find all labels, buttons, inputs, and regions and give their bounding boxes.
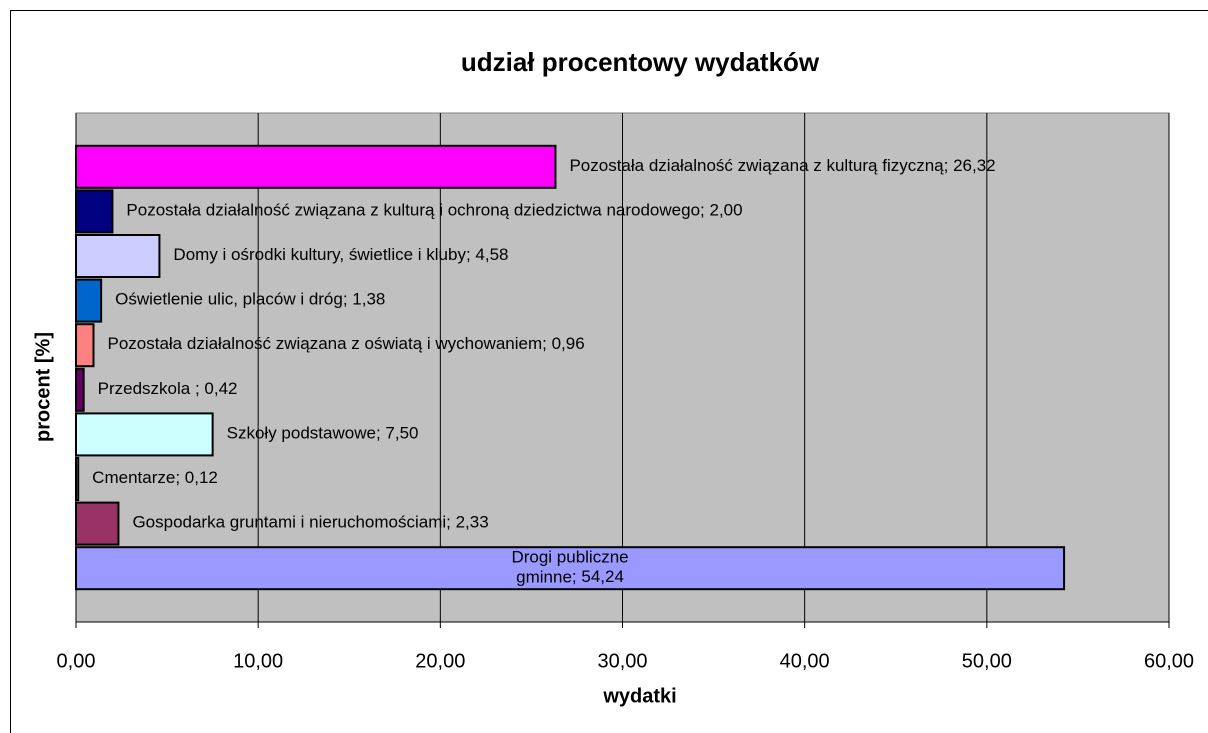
data-label-category: Gospodarka gruntami i nieruchomościami	[132, 513, 446, 532]
data-label: gminne; 54,24	[516, 568, 624, 587]
x-axis-label: wydatki	[602, 685, 676, 707]
data-label-value: 54,24	[581, 568, 624, 587]
data-label-separator: ;	[446, 513, 455, 532]
bar	[75, 144, 557, 189]
x-tick-label: 60,00	[1144, 650, 1194, 672]
data-label: Przedszkola ; 0,42	[98, 379, 238, 398]
data-label-category: Pozostała działalność związana z oświatą…	[107, 335, 542, 354]
data-label-value: 0,42	[204, 379, 237, 398]
x-tick-label: 30,00	[597, 650, 647, 672]
bar	[75, 546, 1066, 591]
data-label-separator: ;	[195, 379, 204, 398]
data-label-separator: ;	[343, 290, 352, 309]
data-label: Cmentarze; 0,12	[92, 468, 218, 487]
data-label: Drogi publiczne	[511, 548, 628, 567]
data-label-value: 0,12	[185, 468, 218, 487]
data-label-category: Oświetlenie ulic, placów i dróg	[115, 290, 343, 309]
bar	[75, 278, 103, 323]
data-label-separator: ;	[376, 424, 385, 443]
bar	[75, 367, 85, 412]
data-label-separator: ;	[466, 245, 475, 264]
data-label-category: Pozostała działalność związana z kulturą…	[126, 201, 700, 220]
data-label-separator: ;	[542, 335, 551, 354]
data-label-separator: ;	[944, 156, 953, 175]
data-label-value: 1,38	[352, 290, 385, 309]
data-label-value: 2,33	[456, 513, 489, 532]
data-label: Gospodarka gruntami i nieruchomościami; …	[132, 513, 488, 532]
y-axis-label: procent [%]	[32, 332, 54, 442]
data-label: Domy i ośrodki kultury, świetlice i klub…	[173, 245, 508, 264]
bar	[75, 323, 95, 368]
bar	[75, 501, 120, 546]
data-label-value: 2,00	[709, 201, 742, 220]
data-label-separator: ;	[700, 201, 709, 220]
bar	[75, 189, 114, 234]
data-label-separator: ;	[572, 568, 581, 587]
data-label-category: Pozostała działalność związana z kulturą…	[569, 156, 944, 175]
data-label: Pozostała działalność związana z kulturą…	[569, 156, 995, 175]
x-tick-label: 0,00	[57, 650, 96, 672]
x-tick-label: 10,00	[233, 650, 283, 672]
data-label: Pozostała działalność związana z kulturą…	[126, 201, 742, 220]
data-label-category: Domy i ośrodki kultury, świetlice i klub…	[173, 245, 466, 264]
data-label: Pozostała działalność związana z oświatą…	[107, 335, 584, 354]
data-label-value: 26,32	[953, 156, 996, 175]
bar	[75, 457, 80, 501]
data-label-category: Szkoły podstawowe	[227, 424, 376, 443]
bar	[75, 234, 161, 278]
bar	[75, 412, 214, 457]
data-label-value: 4,58	[475, 245, 508, 264]
data-label: Oświetlenie ulic, placów i dróg; 1,38	[115, 290, 385, 309]
x-tick-label: 40,00	[780, 650, 830, 672]
x-tick-label: 50,00	[962, 650, 1012, 672]
data-label-value: 0,96	[552, 335, 585, 354]
data-label-value: 7,50	[385, 424, 418, 443]
data-label: Szkoły podstawowe; 7,50	[227, 424, 419, 443]
data-label-category: Przedszkola	[98, 379, 195, 398]
data-label-separator: ;	[175, 468, 184, 487]
chart-title: udział procentowy wydatków	[461, 47, 820, 77]
x-tick-label: 20,00	[415, 650, 465, 672]
data-label-category: Cmentarze	[92, 468, 175, 487]
